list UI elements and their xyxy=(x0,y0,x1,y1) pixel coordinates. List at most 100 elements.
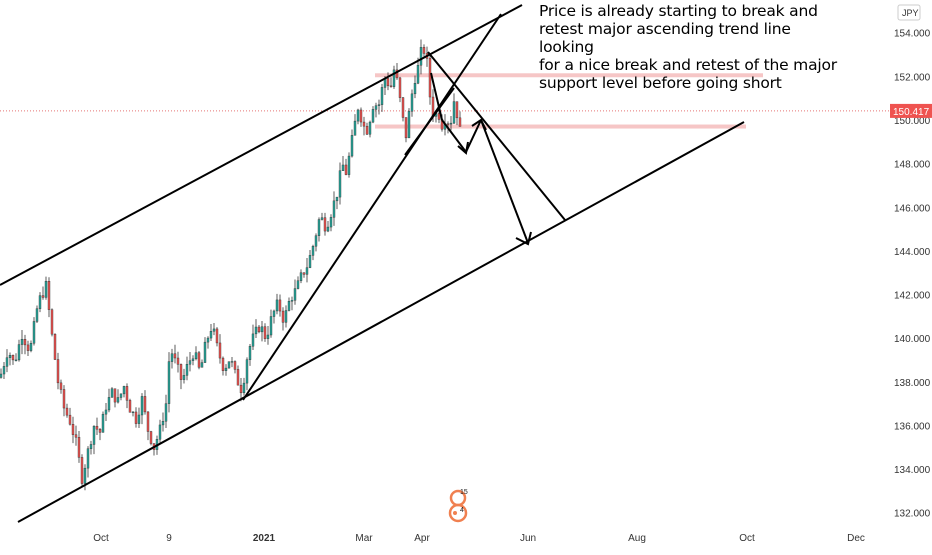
arrowhead-1 xyxy=(457,141,469,155)
candle-body xyxy=(356,109,360,122)
candle-body xyxy=(218,342,222,359)
projection-leg-2 xyxy=(441,119,467,153)
candle-body xyxy=(95,425,99,430)
candle-body xyxy=(86,448,90,469)
candle-body xyxy=(344,164,348,175)
candle-body xyxy=(215,328,219,344)
candle-body xyxy=(416,65,420,84)
candle-body xyxy=(236,369,240,386)
candle-body xyxy=(188,360,192,365)
x-tick-label: Mar xyxy=(355,533,373,544)
candle-body xyxy=(299,272,303,281)
candle-body xyxy=(284,310,288,323)
candle-body xyxy=(389,85,393,87)
candle-body xyxy=(32,321,36,344)
y-tick-label: 150.000 xyxy=(894,116,931,127)
candle-body xyxy=(149,431,153,444)
candle-body xyxy=(47,281,51,310)
y-tick-label: 142.000 xyxy=(894,291,931,302)
candle-body xyxy=(227,361,231,369)
candle-body xyxy=(410,93,414,112)
candle-body xyxy=(392,69,396,87)
y-tick-label: 140.000 xyxy=(894,334,931,345)
candle-body xyxy=(254,326,258,335)
candle-body xyxy=(176,357,180,365)
candle-body xyxy=(422,47,426,54)
price-axis-layer: 154.000 152.000 150.000 148.000 146.000 144.0… xyxy=(890,4,932,520)
candle-body xyxy=(194,352,198,360)
x-tick-label: 9 xyxy=(166,533,172,544)
candle-body xyxy=(233,361,237,370)
candle-body xyxy=(353,120,357,136)
trendline-drawings-layer xyxy=(0,4,745,523)
candle-body xyxy=(137,414,141,424)
candle-body xyxy=(272,310,276,317)
x-tick-label: Dec xyxy=(847,533,865,544)
last-price-tag xyxy=(890,103,932,118)
candle-body xyxy=(212,328,216,332)
candle-body xyxy=(23,339,27,346)
candle-body xyxy=(350,135,354,157)
y-tick-label: 134.000 xyxy=(894,465,931,476)
candle-body xyxy=(245,359,249,384)
descending-trendline xyxy=(427,51,566,221)
candle-body xyxy=(380,87,384,105)
candle-body xyxy=(377,104,381,106)
candle-body xyxy=(2,366,6,375)
candle-body xyxy=(386,78,390,87)
candle-body xyxy=(170,353,174,362)
candle-body xyxy=(251,333,255,347)
candle-body xyxy=(158,424,162,440)
candle-body xyxy=(419,47,423,66)
candle-body xyxy=(53,333,57,360)
candle-body xyxy=(446,123,450,125)
candle-body xyxy=(332,200,336,218)
candle-body xyxy=(452,101,456,124)
candle-body xyxy=(134,411,138,424)
candle-body xyxy=(257,326,261,333)
candle-body xyxy=(56,359,60,384)
y-tick-label: 144.000 xyxy=(894,247,931,258)
candle-body xyxy=(329,217,333,228)
candle-body xyxy=(164,403,168,422)
candle-body xyxy=(179,364,183,380)
candle-body xyxy=(104,409,108,415)
candle-body xyxy=(239,384,243,394)
candle-body xyxy=(404,117,408,139)
watermark-logo: 15 4 xyxy=(448,489,468,523)
candle-body xyxy=(242,382,246,394)
candle-body xyxy=(113,388,117,403)
projection-leg-3 xyxy=(465,119,482,153)
candle-body xyxy=(119,393,123,398)
candle-body xyxy=(395,69,399,79)
candle-body xyxy=(92,425,96,445)
candle-body xyxy=(365,125,369,135)
support-zone-lower xyxy=(375,124,746,129)
candle-body xyxy=(248,346,252,360)
candle-body xyxy=(146,411,150,432)
y-tick-label: 152.000 xyxy=(894,72,931,83)
candle-body xyxy=(398,77,402,98)
arrowhead-2 xyxy=(471,118,487,131)
candle-body xyxy=(266,334,270,339)
candle-body xyxy=(230,361,234,363)
candle-body xyxy=(107,397,111,411)
candle-body xyxy=(200,362,204,368)
candle-body xyxy=(182,375,186,380)
x-tick-label: Aug xyxy=(628,533,646,544)
candles-layer xyxy=(0,39,462,491)
analysis-annotation: Price is already starting to break and r… xyxy=(539,2,837,92)
candle-body xyxy=(122,386,126,395)
x-tick-label: Jun xyxy=(520,533,536,544)
candle-body xyxy=(11,355,15,361)
candle-body xyxy=(371,109,375,123)
x-tick-label: 2021 xyxy=(253,533,276,544)
y-tick-label: 136.000 xyxy=(894,421,931,432)
candle-body xyxy=(38,295,42,309)
candle-body xyxy=(287,301,291,311)
candle-body xyxy=(98,429,102,433)
candle-body xyxy=(458,117,462,127)
channel-lower-line xyxy=(17,121,745,523)
